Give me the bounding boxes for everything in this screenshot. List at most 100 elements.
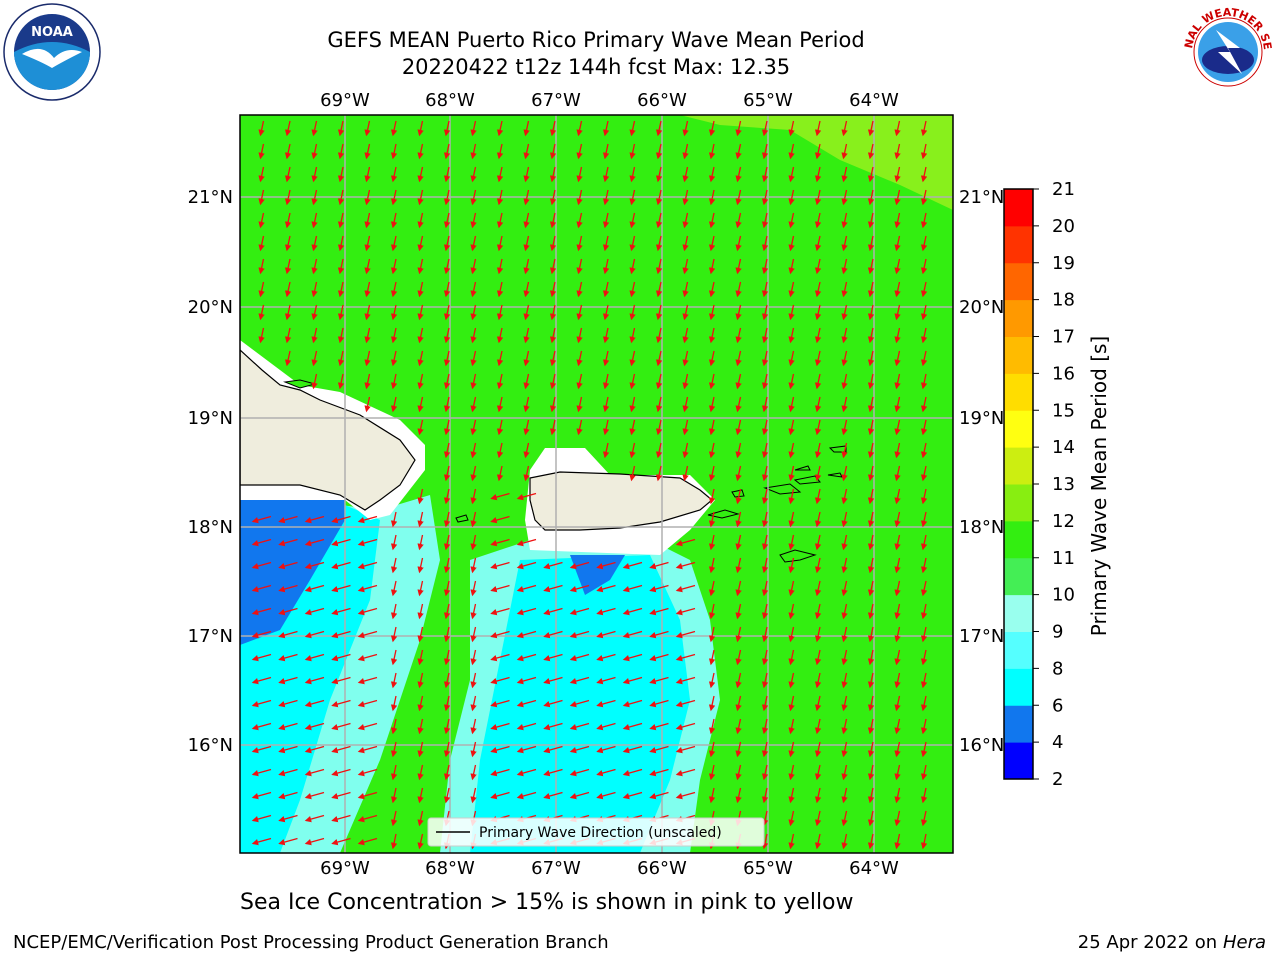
wave-direction-arrow (331, 630, 351, 639)
wave-direction-arrow (417, 557, 424, 574)
wave-direction-arrow (251, 837, 272, 846)
colorbar-tick-label: 14 (1052, 437, 1075, 458)
wave-direction-arrow (675, 653, 696, 662)
wave-direction-arrow (357, 676, 378, 685)
wave-direction-arrow (655, 212, 663, 229)
wave-direction-arrow (496, 304, 504, 321)
wave-direction-arrow (602, 235, 610, 252)
wave-direction-arrow (337, 235, 345, 252)
wave-direction-arrow (390, 327, 398, 344)
wave-direction-arrow (443, 626, 451, 643)
wave-direction-arrow (920, 396, 928, 413)
wave-direction-arrow (337, 120, 345, 137)
wave-direction-arrow (390, 580, 398, 597)
wave-direction-arrow (543, 653, 563, 662)
wave-direction-arrow (894, 810, 901, 827)
wave-direction-arrow (390, 695, 398, 712)
wave-direction-arrow (364, 327, 371, 344)
wave-direction-arrow (390, 212, 398, 229)
wave-direction-arrow (443, 396, 451, 413)
wave-direction-arrow (894, 281, 901, 298)
wave-direction-arrow (920, 787, 928, 804)
wave-direction-arrow (523, 419, 530, 436)
lat-tick-label-left: 16°N (188, 735, 233, 756)
wave-direction-arrow (576, 235, 583, 252)
footer-date-text: 25 Apr 2022 on (1077, 932, 1223, 953)
wave-direction-arrow (417, 120, 424, 137)
wave-direction-arrow (814, 235, 822, 252)
wave-direction-arrow (311, 120, 318, 137)
wave-direction-arrow (417, 787, 424, 804)
wave-direction-arrow (596, 768, 616, 777)
wave-direction-arrow (357, 699, 378, 708)
wave-direction-arrow (364, 281, 371, 298)
wave-direction-arrow (708, 212, 716, 229)
wave-direction-arrow (258, 166, 265, 183)
wave-direction-arrow (443, 350, 451, 367)
wave-direction-arrow (841, 603, 848, 620)
wave-direction-arrow (470, 396, 477, 413)
wave-direction-arrow (331, 699, 351, 708)
wave-direction-arrow (549, 350, 557, 367)
wave-direction-arrow (284, 258, 292, 275)
wave-direction-arrow (523, 258, 530, 275)
colorbar-segment (1004, 742, 1033, 780)
chart-subtitle: 20220422 t12z 144h fcst Max: 12.35 (401, 55, 791, 79)
wave-direction-arrow (788, 580, 795, 597)
colorbar-tick-label: 15 (1052, 400, 1075, 421)
wave-direction-arrow (682, 327, 689, 344)
wave-direction-arrow (788, 511, 795, 528)
wave-direction-arrow (443, 649, 451, 666)
wave-direction-arrow (523, 212, 530, 229)
wave-direction-arrow (364, 258, 371, 275)
wave-direction-arrow (337, 189, 345, 206)
wave-direction-arrow (708, 626, 716, 643)
wave-direction-arrow (814, 120, 822, 137)
wave-direction-arrow (470, 143, 477, 160)
wave-direction-arrow (735, 649, 742, 666)
wave-direction-arrow (708, 718, 716, 735)
wave-direction-arrow (675, 791, 696, 800)
wave-direction-arrow (258, 120, 265, 137)
wave-direction-arrow (443, 143, 451, 160)
wave-direction-arrow (470, 465, 477, 482)
wave-direction-arrow (576, 373, 583, 390)
wave-direction-arrow (496, 258, 504, 275)
wave-direction-arrow (443, 327, 451, 344)
wave-direction-arrow (443, 419, 451, 436)
wave-direction-arrow (761, 741, 769, 758)
wave-direction-arrow (496, 442, 504, 459)
wave-direction-arrow (576, 350, 583, 367)
wave-direction-arrow (761, 695, 769, 712)
wave-direction-arrow (649, 630, 669, 639)
wave-direction-arrow (814, 442, 822, 459)
wave-direction-arrow (629, 350, 636, 367)
wave-direction-arrow (735, 741, 742, 758)
wave-direction-arrow (867, 350, 875, 367)
wave-direction-arrow (682, 281, 689, 298)
wave-direction-arrow (735, 672, 742, 689)
wave-direction-arrow (920, 442, 928, 459)
ocean-field-7s-central (470, 555, 690, 853)
wave-direction-arrow (708, 281, 716, 298)
wave-direction-arrow (920, 465, 928, 482)
wave-direction-arrow (867, 741, 875, 758)
wave-direction-arrow (390, 281, 398, 298)
wave-direction-arrow (490, 538, 510, 547)
legend-label: Primary Wave Direction (unscaled) (479, 825, 722, 841)
wave-direction-arrow (622, 722, 643, 731)
wave-direction-arrow (814, 281, 822, 298)
wave-direction-arrow (337, 281, 345, 298)
wave-direction-arrow (417, 419, 424, 436)
wave-direction-arrow (284, 212, 292, 229)
wave-direction-arrow (602, 143, 610, 160)
wave-direction-arrow (708, 120, 716, 137)
wave-direction-arrow (788, 235, 795, 252)
wave-direction-arrow (258, 258, 265, 275)
wave-direction-arrow (602, 281, 610, 298)
wave-direction-arrow (788, 327, 795, 344)
wave-direction-arrow (470, 580, 477, 597)
wave-direction-arrow (443, 258, 451, 275)
wave-direction-arrow (496, 189, 504, 206)
wave-direction-arrow (761, 235, 769, 252)
